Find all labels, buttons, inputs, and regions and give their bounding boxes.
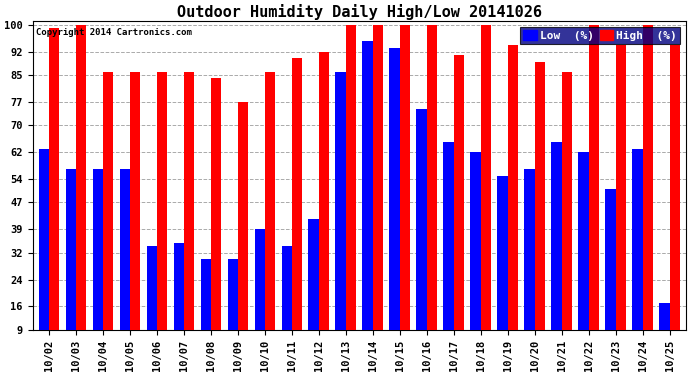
Legend: Low  (%), High  (%): Low (%), High (%) (520, 27, 680, 44)
Bar (400, 25, 410, 330)
Bar (589, 25, 599, 330)
Bar (633, 149, 642, 330)
Bar (76, 25, 86, 330)
Bar (605, 189, 615, 330)
Bar (362, 42, 373, 330)
Bar (210, 78, 221, 330)
Bar (319, 51, 329, 330)
Bar (578, 152, 589, 330)
Bar (373, 25, 383, 330)
Bar (417, 108, 426, 330)
Bar (471, 152, 481, 330)
Bar (201, 260, 210, 330)
Bar (238, 102, 248, 330)
Bar (642, 25, 653, 330)
Bar (184, 72, 194, 330)
Bar (49, 28, 59, 330)
Bar (454, 55, 464, 330)
Bar (292, 58, 302, 330)
Bar (92, 169, 103, 330)
Bar (444, 142, 454, 330)
Bar (228, 260, 238, 330)
Bar (282, 246, 292, 330)
Bar (146, 246, 157, 330)
Bar (157, 72, 167, 330)
Bar (335, 72, 346, 330)
Bar (130, 72, 140, 330)
Bar (255, 229, 265, 330)
Bar (615, 45, 626, 330)
Bar (119, 169, 130, 330)
Bar (562, 72, 572, 330)
Bar (308, 219, 319, 330)
Bar (497, 176, 508, 330)
Bar (524, 169, 535, 330)
Bar (481, 25, 491, 330)
Bar (535, 62, 545, 330)
Text: Copyright 2014 Cartronics.com: Copyright 2014 Cartronics.com (36, 27, 192, 36)
Bar (103, 72, 113, 330)
Title: Outdoor Humidity Daily High/Low 20141026: Outdoor Humidity Daily High/Low 20141026 (177, 4, 542, 20)
Bar (66, 169, 76, 330)
Bar (426, 25, 437, 330)
Bar (39, 149, 49, 330)
Bar (265, 72, 275, 330)
Bar (551, 142, 562, 330)
Bar (660, 303, 669, 330)
Bar (346, 25, 356, 330)
Bar (173, 243, 184, 330)
Bar (508, 45, 518, 330)
Bar (669, 45, 680, 330)
Bar (389, 48, 400, 330)
